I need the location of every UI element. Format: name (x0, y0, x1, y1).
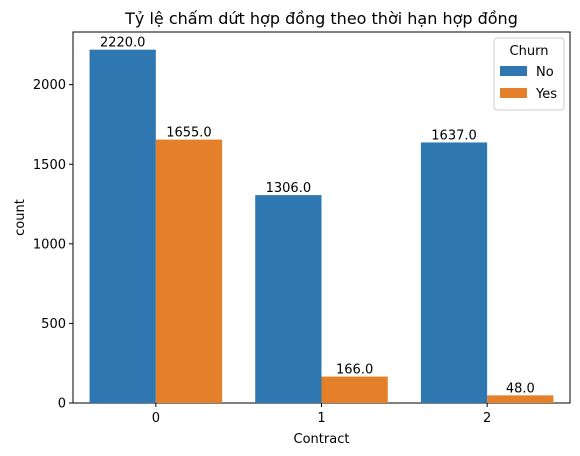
y-tick-label: 500 (41, 317, 66, 332)
y-tick-label: 2000 (33, 78, 66, 93)
y-tick-label: 0 (58, 397, 66, 412)
bar-no-2 (420, 142, 488, 403)
x-tick-label: 2 (483, 411, 491, 426)
bar-no-0 (89, 49, 156, 404)
bar-no-1 (255, 195, 322, 403)
bar-yes-2 (487, 395, 554, 403)
data-label: 1655.0 (166, 126, 212, 141)
bar-yes-1 (321, 376, 388, 403)
data-label: 166.0 (336, 363, 373, 378)
x-tick-label: 1 (317, 411, 325, 426)
bars (89, 49, 554, 404)
data-labels: 2220.0 1655.0 1306.0 166.0 1637.0 48.0 (100, 36, 535, 397)
legend-entry-yes: Yes (535, 87, 557, 102)
legend-swatch-no (500, 66, 527, 76)
data-label: 2220.0 (100, 36, 146, 51)
legend: Churn No Yes (493, 37, 565, 111)
data-label: 1306.0 (266, 181, 312, 196)
y-tick-label: 1500 (33, 158, 66, 173)
y-axis-label: count (13, 199, 28, 236)
x-axis-label: Contract (294, 432, 350, 447)
y-tick-label: 1000 (33, 237, 66, 252)
legend-entry-no: No (536, 65, 554, 80)
legend-swatch-yes (500, 88, 527, 98)
x-tick-label: 0 (152, 411, 160, 426)
data-label: 1637.0 (431, 128, 477, 143)
data-label: 48.0 (506, 381, 535, 396)
chart-title: Tỷ lệ chấm dứt hợp đồng theo thời hạn hợ… (124, 9, 518, 28)
legend-title: Churn (510, 44, 549, 59)
bar-yes-0 (155, 139, 223, 403)
